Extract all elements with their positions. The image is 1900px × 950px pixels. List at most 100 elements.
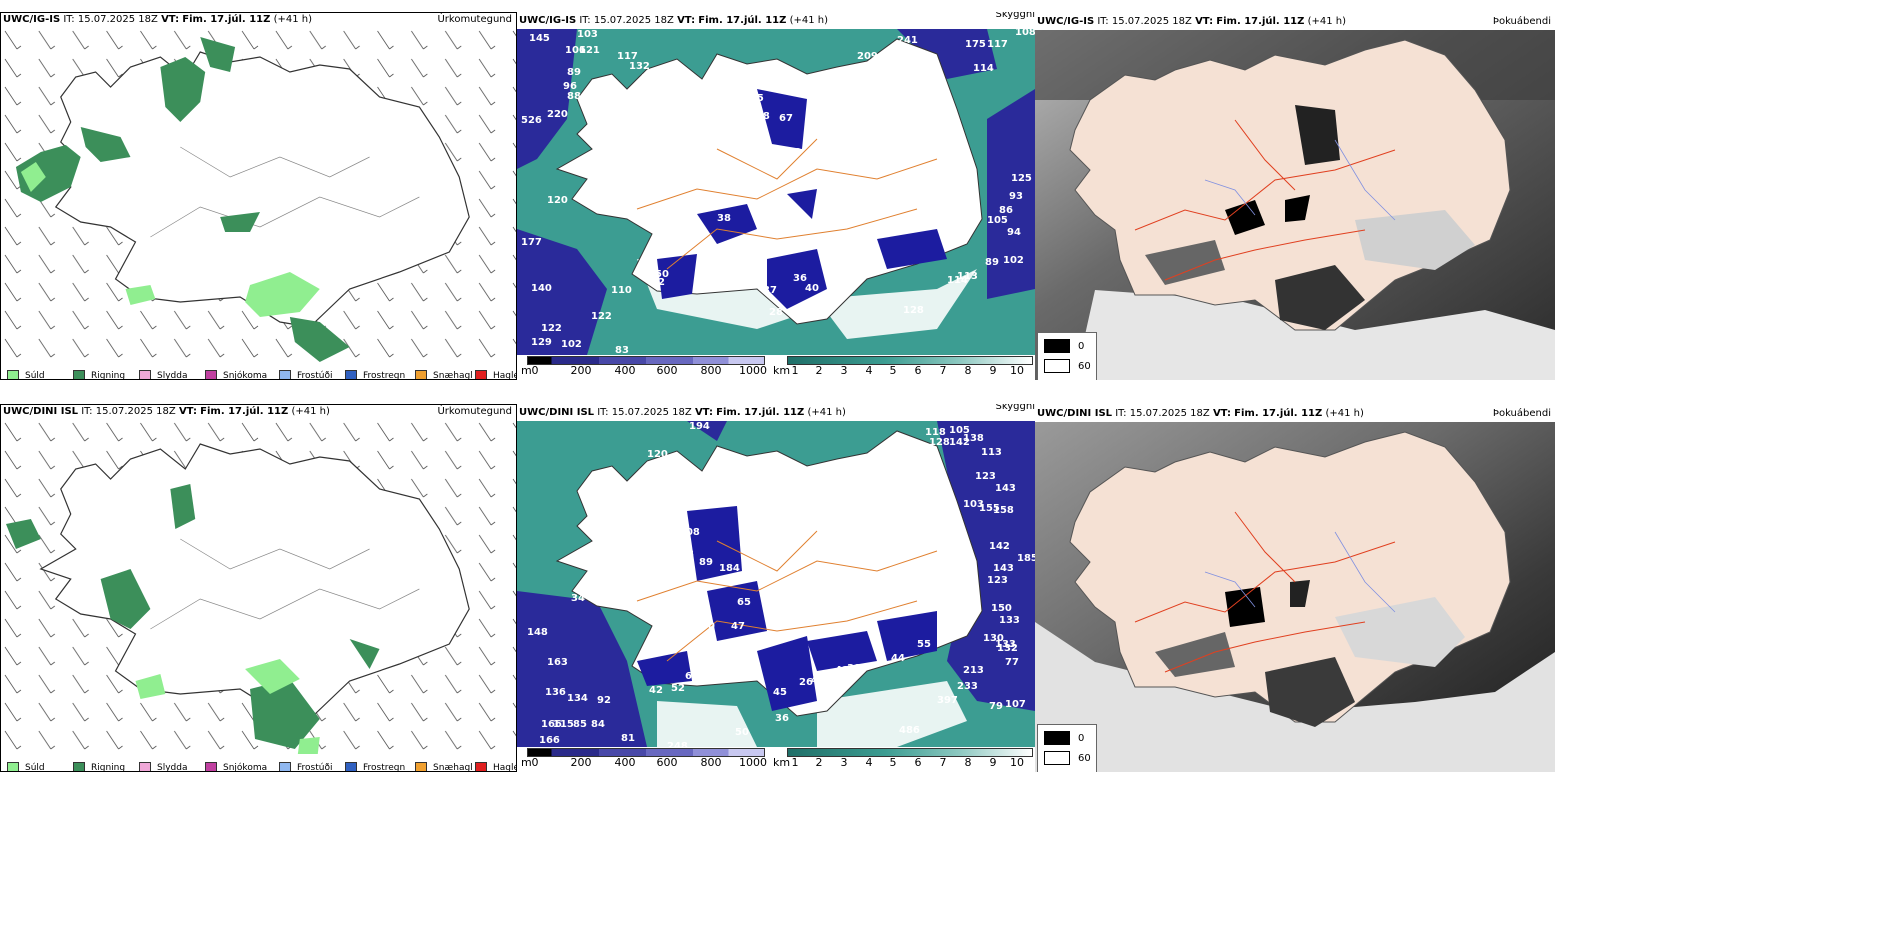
precip-map[interactable] [1, 27, 516, 365]
height-tick: 600 [656, 756, 678, 769]
height-tick: 400 [614, 756, 636, 769]
visibility-tick: 7 [939, 756, 947, 769]
visibility-value-label: 155 [979, 503, 1000, 514]
fog-map-svg [1035, 30, 1555, 380]
visibility-value-label: 50 [735, 727, 749, 738]
legend-swatch [475, 762, 487, 771]
height-tick: 0 [531, 756, 539, 769]
height-tick: 1000 [739, 756, 767, 769]
visibility-value-label: 105 [987, 215, 1008, 226]
lead-time: (+41 h) [807, 407, 846, 418]
legend-item: Rigning [73, 368, 125, 379]
fog-key-label: 0 [1078, 340, 1085, 352]
height-tick: 400 [614, 364, 636, 377]
visibility-value-label: 38 [847, 663, 861, 674]
legend-item: Frostúði [279, 760, 332, 771]
visibility-value-label: 486 [899, 725, 920, 736]
visibility-value-label: 77 [1005, 657, 1019, 668]
visibility-value-label: 38 [717, 213, 731, 224]
visibility-value-label: 209 [857, 51, 878, 62]
height-scale: m 0 200 400 600 800 1000 [517, 356, 767, 378]
visibility-value-label: 35 [717, 117, 731, 128]
legend-item: Súld [7, 760, 45, 771]
visibility-value-label: 96 [563, 81, 577, 92]
visibility-tick: 6 [914, 756, 922, 769]
visibility-value-label: 233 [957, 681, 978, 692]
visibility-value-label: 89 [567, 67, 581, 78]
fog-key: 0 60 [1037, 332, 1097, 380]
legend-label: Snjókoma [223, 763, 268, 772]
model-name: UWC/DINI ISL [1037, 408, 1113, 419]
rain-areas [15, 37, 350, 362]
panel-visibility-top: UWC/IG-IS IT: 15.07.2025 18Z VT: Fim. 17… [517, 12, 1035, 380]
visibility-value-label: 194 [689, 421, 710, 432]
precip-legend: Súld Rigning Slydda Snjókoma Frostúði Fr… [1, 365, 516, 380]
visibility-map[interactable]: 194 120 30 105 118 128 142 138 113 123 143 158 103 15… [517, 421, 1035, 747]
init-time: IT: 15.07.2025 18Z [1097, 16, 1192, 27]
fog-key: 0 60 [1037, 724, 1097, 772]
visibility-value-label: 140 [531, 283, 552, 294]
init-time: IT: 15.07.2025 18Z [597, 407, 692, 418]
fog-key-row: 60 [1044, 359, 1091, 373]
visibility-value-label: 105 [949, 425, 970, 436]
legend-item: Haglél [475, 368, 516, 380]
visibility-scale-bar [787, 356, 1033, 365]
visibility-value-label: 184 [719, 563, 740, 574]
valid-label: VT: [178, 406, 197, 417]
legend-label: Snæhagl [433, 763, 473, 772]
visibility-tick: 9 [989, 364, 997, 377]
init-time: IT: 15.07.2025 18Z [1115, 408, 1210, 419]
valid-time: Fim. 17.júl. 11Z [200, 406, 289, 417]
visibility-value-label: 52 [671, 683, 685, 694]
visibility-value-label: 128 [749, 111, 770, 122]
visibility-value-label: 50 [701, 621, 715, 632]
legend-swatch [345, 370, 357, 379]
lead-time: (+41 h) [789, 15, 828, 26]
height-tick: 0 [531, 364, 539, 377]
height-scale-bar [527, 356, 765, 365]
visibility-value-label: 61 [685, 671, 699, 682]
legend-label: Slydda [157, 371, 188, 380]
legend-swatch [205, 762, 217, 771]
fog-map[interactable] [1035, 422, 1555, 772]
visibility-tick: 5 [889, 364, 897, 377]
visibility-value-label: 123 [987, 575, 1008, 586]
visibility-value-label: 365 [743, 93, 764, 104]
fog-map[interactable] [1035, 30, 1555, 380]
visibility-value-label: 145 [529, 33, 550, 44]
precip-legend: Súld Rigning Slydda Snjókoma Frostúði Fr… [1, 757, 516, 772]
visibility-tick: 8 [964, 756, 972, 769]
legend-item: Frostúði [279, 368, 333, 380]
height-scale-unit: m [521, 364, 532, 377]
legend-label: Haglél [493, 371, 516, 380]
precip-map-svg [1, 27, 516, 365]
visibility-value-label: 41 [835, 665, 849, 676]
legend-item: Snæhagl [415, 368, 473, 379]
low-visibility-patches [657, 89, 947, 309]
legend-label: Frostúði [297, 371, 333, 380]
legend-label: Slydda [157, 763, 188, 772]
visibility-value-label: 114 [947, 275, 968, 286]
visibility-value-label: 148 [527, 627, 548, 638]
visibility-value-label: 34 [571, 593, 585, 604]
visibility-value-label: 55 [917, 639, 931, 650]
fog-patches [1145, 105, 1475, 330]
visibility-value-label: 49 [703, 643, 717, 654]
visibility-value-label: 28 [769, 307, 783, 318]
lead-time: (+41 h) [273, 14, 312, 25]
visibility-value-label: 44 [891, 653, 905, 664]
visibility-tick: 5 [889, 756, 897, 769]
visibility-value-label: 241 [897, 35, 918, 46]
precip-map[interactable] [1, 419, 516, 757]
model-name: UWC/IG-IS [3, 14, 61, 25]
panel-header: UWC/IG-IS IT: 15.07.2025 18Z VT: Fim. 17… [1, 13, 516, 27]
visibility-value-label: 158 [993, 505, 1014, 516]
init-time: IT: 15.07.2025 18Z [81, 406, 176, 417]
visibility-map[interactable]: 145 103 106 121 89 96 88 526 220 117 132 125 389 365 1… [517, 29, 1035, 355]
visibility-scale-bar [787, 748, 1033, 757]
visibility-tick: 1 [791, 364, 799, 377]
legend-swatch [345, 762, 357, 771]
